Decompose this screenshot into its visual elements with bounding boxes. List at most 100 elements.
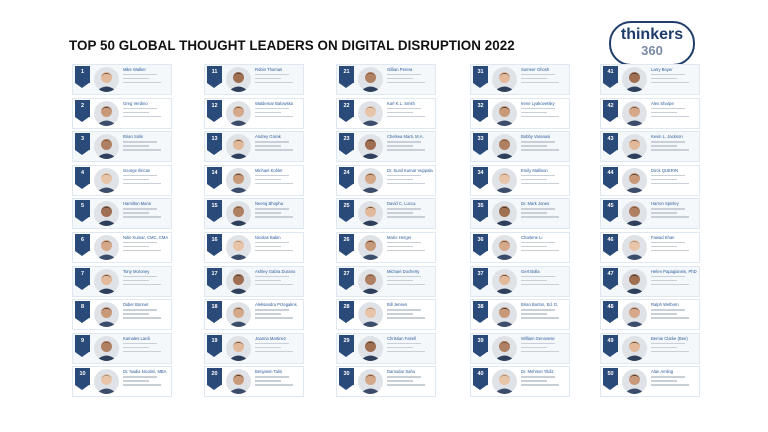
- leader-card[interactable]: 6 Nitin Kumar, CMC, CMA: [72, 232, 172, 263]
- leader-card[interactable]: 25 David C. Lucca: [336, 198, 436, 230]
- leader-name[interactable]: Harron Spinley: [651, 201, 679, 207]
- leader-name[interactable]: Kamales Lardi: [123, 335, 150, 341]
- leader-name[interactable]: Larry Boyer: [651, 67, 673, 72]
- leader-name[interactable]: Gert Bolla: [521, 268, 540, 274]
- leader-name[interactable]: Dr. Nadia Nicolini, MBA: [123, 369, 167, 375]
- leader-card[interactable]: 33 Bobby Varanasi: [470, 131, 570, 163]
- leader-name[interactable]: Kevin L. Jackson: [651, 134, 683, 140]
- leader-card[interactable]: 46 Fawad Khan: [600, 232, 700, 263]
- leader-name[interactable]: Didier Bonnet: [123, 302, 149, 308]
- leader-card[interactable]: 30 Damodar Sahu: [336, 366, 436, 398]
- leader-card[interactable]: 28 Bill Jensen: [336, 299, 436, 331]
- leader-card[interactable]: 22 Karl K.L. Smith: [336, 97, 436, 129]
- leader-card[interactable]: 29 Christian Fairell: [336, 332, 436, 364]
- leader-name[interactable]: Joanna Martinez: [255, 335, 286, 341]
- leader-card[interactable]: 9 Kamales Lardi: [72, 332, 172, 364]
- leader-card[interactable]: 8 Didier Bonnet: [72, 299, 172, 331]
- leader-card[interactable]: 41 Larry Boyer: [600, 64, 700, 95]
- leader-card[interactable]: 49 Bernie Clarke (Bee): [600, 332, 700, 364]
- leader-card[interactable]: 47 Helen Papagiannis, PhD: [600, 265, 700, 297]
- leader-name[interactable]: Nicolas Babin: [255, 235, 281, 240]
- leader-name[interactable]: Irene Lyakovetsky: [521, 100, 555, 106]
- leader-name[interactable]: Ashley Gabra Durano: [255, 268, 296, 274]
- leader-card[interactable]: 11 Robin Thomas: [204, 64, 304, 95]
- leader-card[interactable]: 5 Hamilton Mann: [72, 198, 172, 230]
- leader-name[interactable]: Gillian Perera: [387, 67, 413, 72]
- leader-name[interactable]: Dr. Sunil Kumar Vuppala: [387, 167, 433, 173]
- leader-name[interactable]: Chelsea Marti, M.A.: [387, 134, 424, 140]
- leader-card[interactable]: 42 Alex Sharpe: [600, 97, 700, 129]
- leader-name[interactable]: Mario Herger: [387, 235, 412, 240]
- leader-name[interactable]: Charlene Li: [521, 235, 543, 240]
- leader-card[interactable]: 4 George Ilirican: [72, 164, 172, 196]
- leader-name[interactable]: Dr. Mehmet Yildiz: [521, 369, 554, 375]
- leader-name[interactable]: Michael Docherty: [387, 268, 420, 274]
- leader-name[interactable]: Brian Burton, Ed. D.: [521, 302, 559, 308]
- leader-name[interactable]: Robin Thomas: [255, 67, 283, 72]
- leader-card[interactable]: 21 Gillian Perera: [336, 64, 436, 95]
- leader-card[interactable]: 19 Joanna Martinez: [204, 332, 304, 364]
- leader-card[interactable]: 31 Sumeer Ghosh: [470, 64, 570, 95]
- leader-card[interactable]: 13 Andrey Gorak: [204, 131, 304, 163]
- leader-card[interactable]: 26 Mario Herger: [336, 232, 436, 263]
- leader-name[interactable]: Greg Verdino: [123, 100, 148, 106]
- leader-name[interactable]: Waldemar Balowska: [255, 100, 294, 106]
- leader-card[interactable]: 32 Irene Lyakovetsky: [470, 97, 570, 129]
- leader-card[interactable]: 40 Dr. Mehmet Yildiz: [470, 366, 570, 398]
- leader-card[interactable]: 45 Harron Spinley: [600, 198, 700, 230]
- leader-name[interactable]: Helen Papagiannis, PhD: [651, 268, 697, 274]
- leader-card[interactable]: 2 Greg Verdino: [72, 97, 172, 129]
- leader-name[interactable]: Karl K.L. Smith: [387, 100, 415, 106]
- leader-card[interactable]: 27 Michael Docherty: [336, 265, 436, 297]
- leader-name[interactable]: Alan Amling: [651, 369, 674, 375]
- leader-name[interactable]: Dirck QUERIN: [651, 167, 678, 173]
- leader-card[interactable]: 43 Kevin L. Jackson: [600, 131, 700, 163]
- leader-name[interactable]: Ralph Welborn: [651, 302, 679, 308]
- leader-card[interactable]: 50 Alan Amling: [600, 366, 700, 398]
- leader-name[interactable]: Andrey Gorak: [255, 134, 281, 140]
- leader-card[interactable]: 18 Aleksandra Przegalins: [204, 299, 304, 331]
- leader-card[interactable]: 48 Ralph Welborn: [600, 299, 700, 331]
- leader-card[interactable]: 15 Neeraj Bhopha: [204, 198, 304, 230]
- leader-card[interactable]: 20 Benjamin Talin: [204, 366, 304, 398]
- leader-card[interactable]: 35 Dr. Mark Jones: [470, 198, 570, 230]
- leader-card[interactable]: 12 Waldemar Balowska: [204, 97, 304, 129]
- leader-card[interactable]: 17 Ashley Gabra Durano: [204, 265, 304, 297]
- leader-name[interactable]: Fawad Khan: [651, 235, 675, 240]
- leader-name[interactable]: Emily Mallison: [521, 167, 548, 173]
- leader-name[interactable]: David C. Lucca: [387, 201, 416, 207]
- leader-card[interactable]: 34 Emily Mallison: [470, 164, 570, 196]
- leader-card[interactable]: 3 Brian Solis: [72, 131, 172, 163]
- leader-name[interactable]: Brian Solis: [123, 134, 144, 140]
- leader-name[interactable]: Michael Kohler: [255, 167, 283, 173]
- leader-card[interactable]: 36 Charlene Li: [470, 232, 570, 263]
- leader-card[interactable]: 39 William Genovese: [470, 332, 570, 364]
- leader-card[interactable]: 7 Tony Moroney: [72, 265, 172, 297]
- leader-name[interactable]: Neeraj Bhopha: [255, 201, 283, 207]
- leader-card[interactable]: 16 Nicolas Babin: [204, 232, 304, 263]
- leader-name[interactable]: Hamilton Mann: [123, 201, 152, 207]
- leader-name[interactable]: George Ilirican: [123, 167, 151, 173]
- leader-name[interactable]: Christian Fairell: [387, 335, 417, 341]
- leader-card[interactable]: 23 Chelsea Marti, M.A.: [336, 131, 436, 163]
- leader-name[interactable]: William Genovese: [521, 335, 555, 341]
- leader-name[interactable]: Benjamin Talin: [255, 369, 283, 375]
- leader-name[interactable]: Damodar Sahu: [387, 369, 416, 375]
- leader-card[interactable]: 44 Dirck QUERIN: [600, 164, 700, 196]
- leader-card[interactable]: 37 Gert Bolla: [470, 265, 570, 297]
- leader-name[interactable]: Bernie Clarke (Bee): [651, 335, 688, 341]
- leader-name[interactable]: Dr. Mark Jones: [521, 201, 550, 207]
- leader-name[interactable]: Sumeer Ghosh: [521, 67, 550, 72]
- leader-name[interactable]: Bobby Varanasi: [521, 134, 551, 140]
- leader-card[interactable]: 1 Mike Walker: [72, 64, 172, 95]
- leader-card[interactable]: 14 Michael Kohler: [204, 164, 304, 196]
- leader-name[interactable]: Nitin Kumar, CMC, CMA: [123, 235, 169, 240]
- leader-card[interactable]: 38 Brian Burton, Ed. D.: [470, 299, 570, 331]
- leader-name[interactable]: Aleksandra Przegalins: [255, 302, 297, 308]
- leader-card[interactable]: 10 Dr. Nadia Nicolini, MBA: [72, 366, 172, 398]
- leader-name[interactable]: Mike Walker: [123, 67, 146, 72]
- leader-name[interactable]: Tony Moroney: [123, 268, 150, 274]
- leader-name[interactable]: Bill Jensen: [387, 302, 408, 308]
- leader-card[interactable]: 24 Dr. Sunil Kumar Vuppala: [336, 164, 436, 196]
- leader-name[interactable]: Alex Sharpe: [651, 100, 674, 106]
